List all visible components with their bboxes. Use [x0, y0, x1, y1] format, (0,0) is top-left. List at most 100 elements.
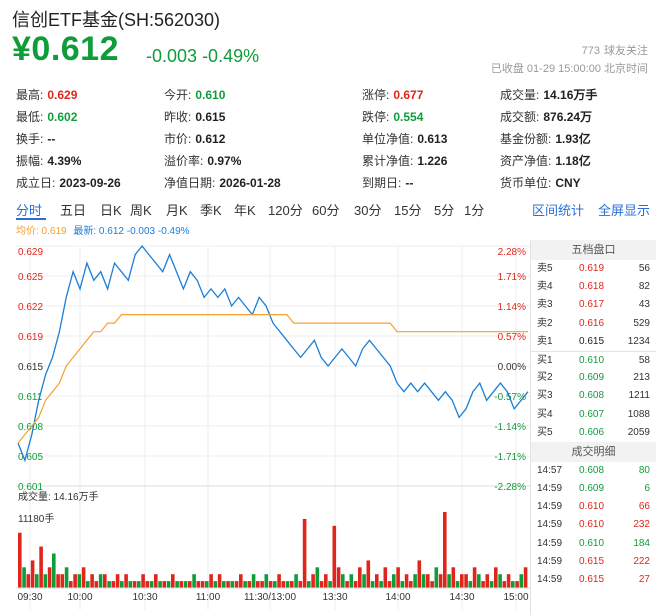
pct-tick-label: -1.14%	[494, 422, 526, 433]
pct-tick-label: 2.28%	[498, 247, 526, 258]
volume-bar	[158, 581, 162, 588]
price-change: -0.003 -0.49%	[146, 46, 259, 67]
tab-11[interactable]: 5分	[434, 203, 455, 218]
price-tick-label: 0.605	[18, 452, 43, 463]
time-axis-label: 14:30	[449, 592, 474, 603]
trade-volume: 232	[633, 519, 650, 531]
trades-title: 成交明细	[531, 441, 656, 462]
volume-bar	[290, 581, 294, 588]
volume-bar	[179, 581, 184, 588]
volume-bar	[464, 574, 468, 588]
tab-6[interactable]: 年K	[234, 203, 256, 218]
stat-value: 0.610	[195, 88, 226, 102]
stat-label: 成立日:	[16, 176, 56, 190]
time-axis-label: 13:30	[322, 592, 347, 603]
volume-bar	[39, 546, 43, 588]
trade-time: 14:59	[537, 555, 563, 567]
tab-1[interactable]: 五日	[60, 203, 87, 218]
volume-bar	[268, 581, 273, 588]
trade-volume: 66	[638, 501, 650, 513]
volume-bar	[332, 525, 337, 588]
volume-bar	[128, 581, 133, 588]
tab-5[interactable]: 季K	[200, 203, 222, 218]
volume-bar	[430, 581, 434, 588]
volume-bar	[230, 581, 235, 588]
stat-label: 涨停:	[362, 88, 390, 102]
volume-bar	[251, 574, 256, 588]
followers-count: 773	[581, 45, 600, 57]
tab-2[interactable]: 日K	[100, 203, 122, 218]
volume-bar	[506, 574, 511, 588]
tab-0[interactable]: 分时	[16, 203, 43, 218]
trade-price: 0.615	[579, 555, 605, 567]
tab-12[interactable]: 1分	[464, 203, 485, 218]
volume-bar	[396, 567, 400, 588]
order-volume: 213	[633, 372, 650, 384]
volume-bar	[481, 581, 485, 588]
stats-row: 最低: 0.602 昨收: 0.615 跌停: 0.554 成交额: 876.24万	[16, 108, 648, 130]
volume-bar	[26, 574, 31, 588]
stat-label: 累计净值:	[362, 154, 414, 168]
order-volume: 529	[633, 317, 650, 329]
volume-bar	[30, 560, 35, 588]
volume-bar	[298, 581, 303, 588]
trade-row: 14:57 0.608 80	[531, 462, 656, 480]
volume-bar	[86, 581, 90, 588]
stats-row: 换手: -- 市价: 0.612 单位净值: 0.613 基金份额: 1.93亿	[16, 130, 648, 152]
tab-8[interactable]: 60分	[312, 203, 340, 218]
volume-bar	[392, 574, 396, 588]
order-label: 买4	[537, 408, 553, 420]
order-volume: 1234	[627, 335, 650, 347]
stat-value: 0.554	[393, 110, 424, 124]
tab-3[interactable]: 周K	[130, 203, 152, 218]
stat-label: 到期日:	[362, 176, 402, 190]
volume-bar	[120, 581, 124, 588]
volume-bar	[387, 581, 392, 588]
stat-label: 资产净值:	[500, 154, 552, 168]
tab-4[interactable]: 月K	[166, 203, 188, 218]
time-axis-label: 14:00	[385, 592, 410, 603]
trade-price: 0.610	[579, 519, 605, 531]
intraday-chart[interactable]: 0.6290.6250.6220.6190.6150.6110.6080.605…	[0, 240, 530, 615]
followers[interactable]: 773 球友关注	[582, 42, 648, 58]
volume-bar	[404, 574, 409, 588]
tab-9[interactable]: 30分	[354, 203, 382, 218]
order-label: 买2	[537, 372, 553, 384]
volume-bar	[311, 574, 315, 588]
order-price: 0.619	[579, 263, 605, 274]
volume-bar	[209, 574, 213, 588]
volume-bar	[239, 574, 243, 588]
order-volume: 43	[638, 299, 650, 311]
fullscreen-button[interactable]: 全屏显示	[598, 203, 651, 218]
trade-row: 14:59 0.610 66	[531, 498, 656, 516]
volume-bar	[77, 574, 82, 588]
order-label: 卖1	[537, 335, 553, 347]
stat-value: 0.613	[417, 132, 448, 146]
range-stats-button[interactable]: 区间统计	[532, 203, 585, 218]
order-book-row: 买1 0.610 58	[531, 350, 656, 369]
volume-bar	[307, 581, 311, 588]
volume-bar	[107, 581, 111, 588]
market-status: 已收盘 01-29 15:00:00 北京时间	[490, 63, 648, 75]
volume-bar	[137, 581, 141, 588]
price-tick-label: 0.615	[18, 362, 43, 373]
stat-cell: 资产净值: 1.18亿	[500, 152, 591, 169]
volume-bar	[217, 574, 222, 588]
volume-bar	[124, 574, 128, 588]
volume-bar	[149, 581, 154, 588]
trade-row: 14:59 0.610 184	[531, 535, 656, 553]
order-label: 卖3	[537, 299, 553, 311]
volume-max-label: 11180手	[18, 512, 54, 525]
price-tick-label: 0.629	[18, 247, 43, 258]
stat-cell: 基金份额: 1.93亿	[500, 130, 591, 147]
tab-7[interactable]: 120分	[268, 203, 303, 218]
trade-time: 14:59	[537, 501, 563, 513]
stat-value: 0.97%	[207, 154, 242, 168]
order-price: 0.609	[579, 372, 605, 384]
stat-cell: 净值日期: 2026-01-28	[164, 174, 281, 191]
active-tab-underline	[16, 218, 46, 220]
stat-value: 4.39%	[47, 154, 82, 168]
volume-bar	[132, 581, 137, 588]
tab-10[interactable]: 15分	[394, 203, 422, 218]
volume-bar	[362, 574, 366, 588]
